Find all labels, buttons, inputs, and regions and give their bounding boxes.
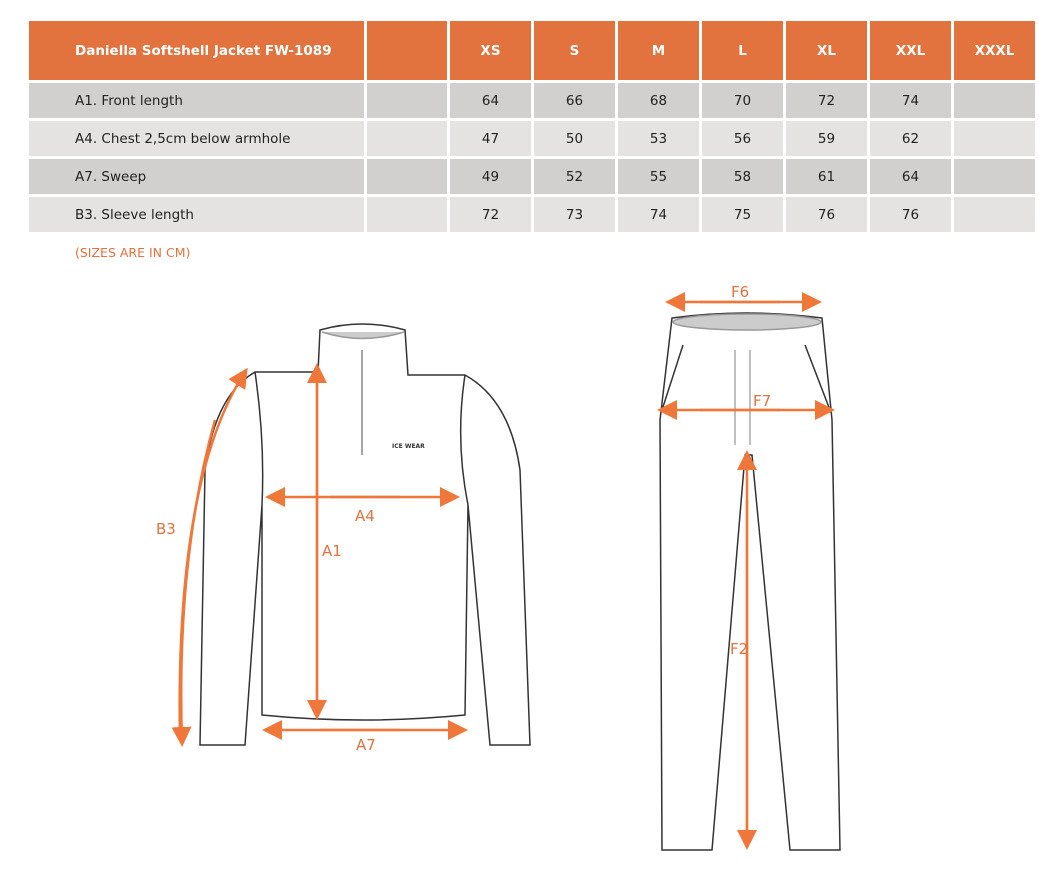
measurement-value: 73 xyxy=(534,197,615,232)
measurement-value: 74 xyxy=(870,83,951,118)
measurement-arrows xyxy=(171,292,835,850)
measurement-label: B3. Sleeve length xyxy=(29,197,364,232)
measurement-value: 50 xyxy=(534,121,615,156)
size-header: XXXL xyxy=(954,21,1035,80)
measurement-label: A4. Chest 2,5cm below armhole xyxy=(29,121,364,156)
product-title: Daniella Softshell Jacket FW-1089 xyxy=(29,21,364,80)
measurement-value: 74 xyxy=(618,197,699,232)
label-f6: F6 xyxy=(731,283,749,301)
pants-drawing xyxy=(659,312,841,851)
table-row: A7. Sweep 49 52 55 58 61 64 xyxy=(29,159,1035,194)
size-header: S xyxy=(534,21,615,80)
measurement-value xyxy=(954,159,1035,194)
measurement-value: 70 xyxy=(702,83,783,118)
table-row: A1. Front length 64 66 68 70 72 74 xyxy=(29,83,1035,118)
measurement-value: 72 xyxy=(786,83,867,118)
measurement-value: 53 xyxy=(618,121,699,156)
measurement-value: 47 xyxy=(450,121,531,156)
measurement-value: 64 xyxy=(450,83,531,118)
jacket-drawing xyxy=(199,323,531,746)
measurement-value xyxy=(954,121,1035,156)
measurement-value: 72 xyxy=(450,197,531,232)
measurement-value: 52 xyxy=(534,159,615,194)
label-a4: A4 xyxy=(355,507,375,525)
measurement-value: 55 xyxy=(618,159,699,194)
measurement-value: 56 xyxy=(702,121,783,156)
header-row: Daniella Softshell Jacket FW-1089 XS S M… xyxy=(29,21,1035,80)
measurement-value: 59 xyxy=(786,121,867,156)
measurement-value: 75 xyxy=(702,197,783,232)
measurement-value: 49 xyxy=(450,159,531,194)
measurement-label: A1. Front length xyxy=(29,83,364,118)
measurement-value xyxy=(954,83,1035,118)
table-row: B3. Sleeve length 72 73 74 75 76 76 xyxy=(29,197,1035,232)
measurement-value: 58 xyxy=(702,159,783,194)
brand-logo: ICE WEAR xyxy=(392,443,425,450)
table-row: A4. Chest 2,5cm below armhole 47 50 53 56 59 6… xyxy=(29,121,1035,156)
measurement-value: 61 xyxy=(786,159,867,194)
size-header: XS xyxy=(450,21,531,80)
label-a1: A1 xyxy=(322,542,342,560)
size-chart-table: Daniella Softshell Jacket FW-1089 XS S M… xyxy=(26,18,1038,235)
measurement-value: 64 xyxy=(870,159,951,194)
label-b3: B3 xyxy=(156,520,176,538)
measurement-label: A7. Sweep xyxy=(29,159,364,194)
label-f7: F7 xyxy=(753,392,771,410)
measurement-value xyxy=(954,197,1035,232)
size-header: XXL xyxy=(870,21,951,80)
size-header: M xyxy=(618,21,699,80)
measurement-value: 76 xyxy=(786,197,867,232)
label-f2: F2 xyxy=(730,640,748,658)
label-a7: A7 xyxy=(356,736,376,754)
units-note: (SIZES ARE IN CM) xyxy=(75,245,191,260)
measurement-value: 68 xyxy=(618,83,699,118)
size-header: XL xyxy=(786,21,867,80)
measurement-value: 62 xyxy=(870,121,951,156)
measurement-value: 66 xyxy=(534,83,615,118)
measurement-value: 76 xyxy=(870,197,951,232)
size-header: L xyxy=(702,21,783,80)
